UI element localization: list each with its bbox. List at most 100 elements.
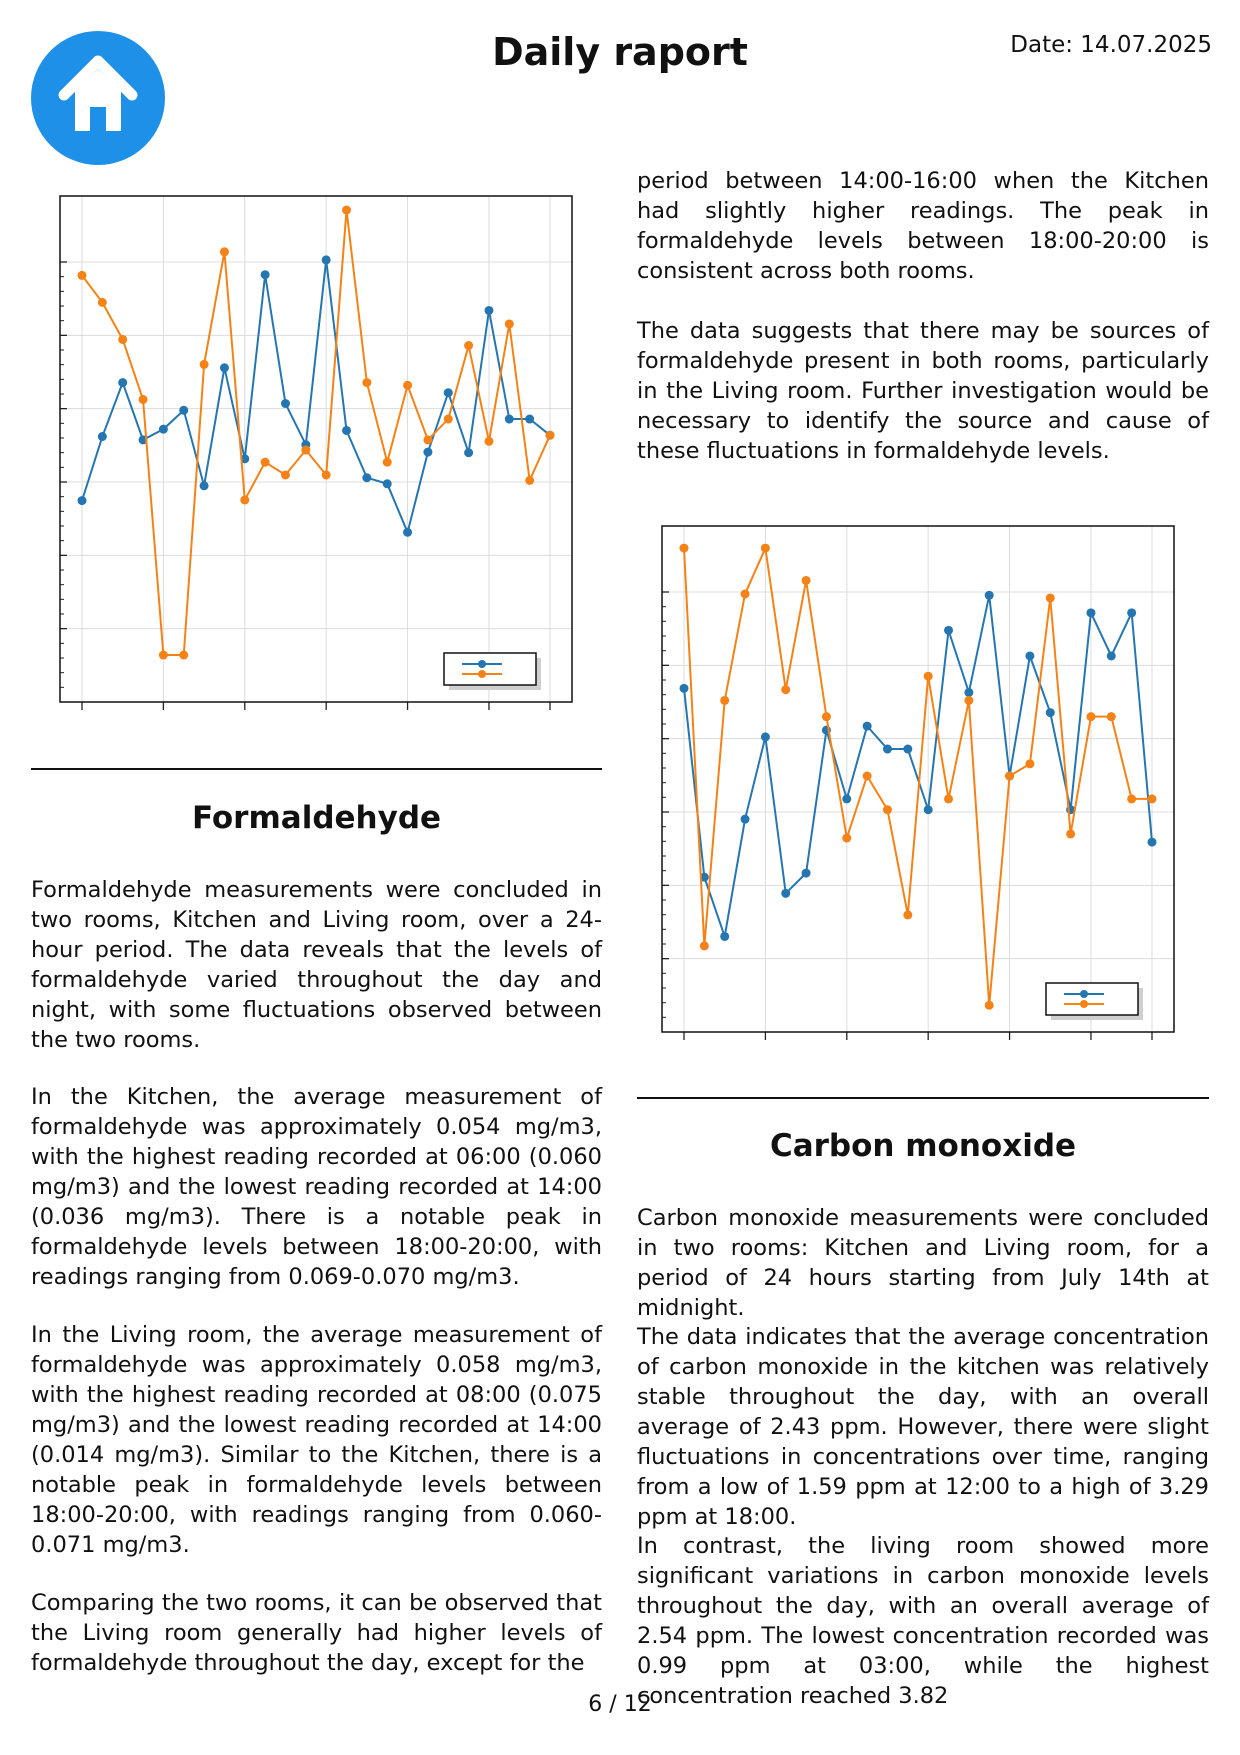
series-1-point: [179, 405, 189, 415]
series-2-point: [720, 695, 730, 705]
series-1-point: [964, 687, 974, 697]
series-2-point: [138, 394, 148, 404]
series-2-point: [97, 297, 107, 307]
series-1-point: [525, 414, 535, 424]
series-2-point: [699, 941, 709, 951]
series-2-point: [464, 341, 474, 351]
series-2-point: [1147, 794, 1157, 804]
carbon-monoxide-chart: [661, 525, 1175, 1040]
series-1-point: [158, 424, 168, 434]
report-date: Date: 14.07.2025: [1010, 32, 1212, 58]
series-1-point: [484, 305, 494, 315]
series-2-point: [760, 543, 770, 553]
series-2-point: [1005, 771, 1015, 781]
series-2-point: [984, 1000, 994, 1010]
series-1-point: [403, 527, 413, 537]
formaldehyde-paragraph-4: Comparing the two rooms, it can be obser…: [31, 1590, 602, 1676]
series-1-point: [760, 732, 770, 742]
series-1-point: [1147, 837, 1157, 847]
series-2-point: [443, 414, 453, 424]
series-2-point: [321, 470, 331, 480]
series-1-point: [464, 448, 474, 458]
series-1-point: [118, 378, 128, 388]
series-1-point: [423, 447, 433, 457]
series-1-point: [443, 388, 453, 398]
plot-frame: [661, 525, 1175, 1033]
series-1-point: [944, 625, 954, 635]
series-1-point: [97, 432, 107, 442]
series-1-point: [842, 794, 852, 804]
home-icon: [31, 31, 165, 165]
carbon-monoxide-paragraph-1: Carbon monoxide measurements were conclu…: [637, 1205, 1209, 1321]
series-1-point: [679, 683, 689, 693]
series-2-point: [484, 436, 494, 446]
carbon-monoxide-paragraph-2: The data indicates that the average conc…: [637, 1324, 1209, 1530]
formaldehyde-paragraph-1: Formaldehyde measurements were concluded…: [31, 877, 602, 1053]
series-2-point: [862, 771, 872, 781]
series-2-point: [219, 247, 229, 257]
series-1-point: [342, 425, 352, 435]
series-2-point: [280, 470, 290, 480]
series-1-point: [923, 805, 933, 815]
series-2-point: [382, 457, 392, 467]
series-2-point: [1025, 759, 1035, 769]
series-1-point: [280, 399, 290, 409]
series-2-point: [1127, 794, 1137, 804]
series-2-point: [504, 319, 514, 329]
series-2-point: [781, 685, 791, 695]
legend-swatch-marker: [478, 660, 486, 668]
home-logo[interactable]: [31, 31, 165, 165]
series-1-point: [984, 590, 994, 600]
series-1-point: [77, 496, 87, 506]
series-2-point: [842, 833, 852, 843]
formaldehyde-paragraph-3: In the Living room, the average measurem…: [31, 1322, 602, 1558]
series-2-point: [1045, 593, 1055, 603]
page-number: 6 / 12: [588, 1692, 652, 1717]
series-2-point: [301, 445, 311, 455]
series-2-point: [821, 712, 831, 722]
series-2-point: [1066, 829, 1076, 839]
series-2-point: [362, 378, 372, 388]
section-divider: [637, 1097, 1209, 1099]
series-2-point: [679, 543, 689, 553]
series-2-point: [964, 695, 974, 705]
series-2-point: [545, 430, 555, 440]
series-2-point: [342, 205, 352, 215]
series-2-point: [77, 270, 87, 280]
series-1-point: [801, 868, 811, 878]
series-1-point: [781, 888, 791, 898]
series-1-point: [1106, 651, 1116, 661]
series-1-point: [362, 473, 372, 483]
series-1-point: [382, 479, 392, 489]
series-2-point: [801, 575, 811, 585]
series-2-point: [525, 475, 535, 485]
series-2-point: [923, 671, 933, 681]
series-1-point: [1127, 608, 1137, 618]
series-2-point: [240, 495, 250, 505]
formaldehyde-paragraph-2: In the Kitchen, the average measurement …: [31, 1084, 602, 1290]
series-2-point: [179, 650, 189, 660]
series-1-point: [1045, 708, 1055, 718]
series-2-point: [403, 380, 413, 390]
series-2-line: [683, 544, 1152, 1006]
series-2-point: [1086, 712, 1096, 722]
series-1-point: [882, 744, 892, 754]
page-title: Daily raport: [492, 30, 748, 74]
series-1-point: [219, 363, 229, 373]
series-1-line: [683, 595, 1153, 937]
series-2-line: [81, 209, 551, 657]
formaldehyde-paragraph-5: period between 14:00-16:00 when the Kitc…: [637, 168, 1209, 284]
series-1-point: [321, 255, 331, 265]
legend-swatch-marker: [1080, 990, 1088, 998]
series-2-point: [158, 650, 168, 660]
series-1-point: [862, 721, 872, 731]
legend-swatch-marker: [1080, 1000, 1088, 1008]
series-2-point: [740, 589, 750, 599]
series-1-point: [720, 931, 730, 941]
series-1-point: [699, 872, 709, 882]
series-2-point: [944, 794, 954, 804]
series-2-point: [423, 435, 433, 445]
series-1-point: [260, 270, 270, 280]
legend: [1045, 982, 1139, 1016]
formaldehyde-chart: [59, 195, 573, 710]
